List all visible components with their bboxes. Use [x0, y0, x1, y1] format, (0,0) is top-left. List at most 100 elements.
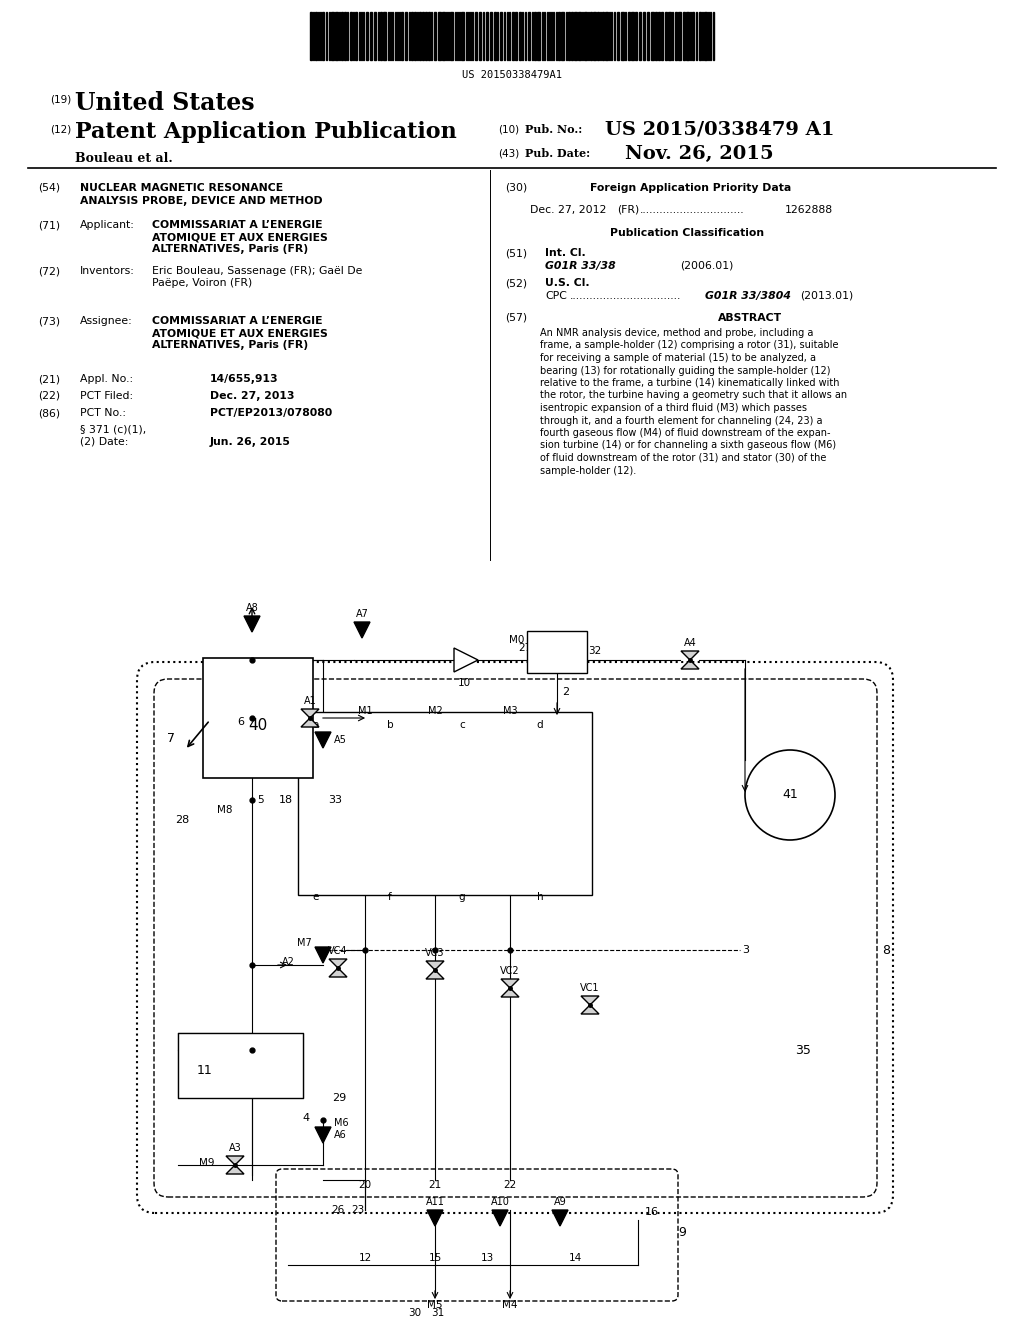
Text: (52): (52): [505, 279, 527, 288]
Text: 16: 16: [645, 1206, 659, 1217]
Bar: [584, 12, 587, 59]
Text: 10: 10: [458, 678, 471, 688]
Text: the rotor, the turbine having a geometry such that it allows an: the rotor, the turbine having a geometry…: [540, 391, 847, 400]
Bar: [494, 12, 496, 59]
Text: 8: 8: [882, 944, 890, 957]
Text: 41: 41: [782, 788, 798, 801]
Polygon shape: [315, 1127, 331, 1143]
Text: Dec. 27, 2013: Dec. 27, 2013: [210, 391, 295, 401]
Bar: [665, 12, 667, 59]
Text: fourth gaseous flow (M4) of fluid downstream of the expan-: fourth gaseous flow (M4) of fluid downst…: [540, 428, 830, 438]
Bar: [428, 12, 430, 59]
Text: Jun. 26, 2015: Jun. 26, 2015: [210, 437, 291, 447]
Text: Nov. 26, 2015: Nov. 26, 2015: [625, 145, 773, 162]
Polygon shape: [427, 1210, 443, 1226]
Text: VC4: VC4: [329, 946, 348, 956]
Bar: [571, 12, 573, 59]
Text: ...............................: ...............................: [640, 205, 744, 215]
Bar: [438, 12, 441, 59]
Bar: [534, 12, 536, 59]
Text: ATOMIQUE ET AUX ENERGIES: ATOMIQUE ET AUX ENERGIES: [152, 327, 328, 338]
Text: of fluid downstream of the rotor (31) and stator (30) of the: of fluid downstream of the rotor (31) an…: [540, 453, 826, 463]
Bar: [331, 12, 334, 59]
Bar: [658, 12, 660, 59]
Bar: [597, 12, 599, 59]
Circle shape: [745, 750, 835, 840]
Polygon shape: [301, 709, 319, 727]
Text: Assignee:: Assignee:: [80, 315, 133, 326]
Text: A6: A6: [334, 1130, 347, 1140]
Text: frame, a sample-holder (12) comprising a rotor (31), suitable: frame, a sample-holder (12) comprising a…: [540, 341, 839, 351]
Bar: [574, 12, 577, 59]
Bar: [475, 12, 477, 59]
Bar: [705, 12, 707, 59]
Bar: [380, 12, 382, 59]
Text: G01R 33/3804: G01R 33/3804: [705, 290, 791, 301]
Text: h: h: [537, 892, 544, 902]
Bar: [425, 12, 427, 59]
Text: sample-holder (12).: sample-holder (12).: [540, 466, 636, 475]
Text: US 20150338479A1: US 20150338479A1: [462, 70, 562, 81]
Bar: [699, 12, 701, 59]
Bar: [344, 12, 346, 59]
Polygon shape: [226, 1156, 244, 1173]
Text: bearing (13) for rotationally guiding the sample-holder (12): bearing (13) for rotationally guiding th…: [540, 366, 830, 375]
Bar: [479, 12, 481, 59]
Bar: [655, 12, 657, 59]
Text: (71): (71): [38, 220, 60, 230]
Text: a: a: [312, 719, 319, 730]
Bar: [561, 12, 564, 59]
Bar: [450, 12, 453, 59]
Text: 5: 5: [257, 1045, 263, 1055]
Text: A11: A11: [426, 1197, 444, 1206]
Bar: [422, 12, 424, 59]
Bar: [374, 12, 376, 59]
Text: .................................: .................................: [570, 290, 681, 301]
Bar: [490, 12, 492, 59]
Bar: [335, 12, 338, 59]
Text: Inventors:: Inventors:: [80, 267, 135, 276]
Text: 18: 18: [279, 795, 293, 805]
Text: Pub. No.:: Pub. No.:: [525, 124, 583, 135]
Bar: [178, 1034, 303, 1098]
Text: (51): (51): [505, 248, 527, 257]
Text: Dec. 27, 2012: Dec. 27, 2012: [530, 205, 606, 215]
Text: relative to the frame, a turbine (14) kinematically linked with: relative to the frame, a turbine (14) ki…: [540, 378, 840, 388]
Text: CPC: CPC: [545, 290, 567, 301]
Bar: [486, 12, 488, 59]
Polygon shape: [681, 651, 699, 669]
Text: A9: A9: [554, 1197, 566, 1206]
Bar: [515, 12, 517, 59]
Text: 12: 12: [358, 1253, 372, 1263]
Bar: [355, 12, 357, 59]
Text: A3: A3: [228, 1143, 242, 1152]
Text: 17: 17: [538, 651, 551, 661]
Polygon shape: [552, 1210, 568, 1226]
Text: (10): (10): [498, 124, 519, 135]
Bar: [683, 12, 685, 59]
Text: U.S. Cl.: U.S. Cl.: [545, 279, 590, 288]
Text: isentropic expansion of a third fluid (M3) which passes: isentropic expansion of a third fluid (M…: [540, 403, 807, 413]
Text: (72): (72): [38, 267, 60, 276]
Bar: [512, 12, 514, 59]
Text: M0: M0: [509, 635, 524, 645]
Polygon shape: [244, 616, 260, 632]
Text: Bouleau et al.: Bouleau et al.: [75, 152, 173, 165]
Text: (86): (86): [38, 408, 60, 418]
Bar: [686, 12, 689, 59]
Text: A7: A7: [355, 609, 369, 619]
Text: 21: 21: [428, 1180, 441, 1191]
Text: sion turbine (14) or for channeling a sixth gaseous flow (M6): sion turbine (14) or for channeling a si…: [540, 441, 837, 450]
Bar: [651, 12, 654, 59]
Bar: [662, 12, 663, 59]
Bar: [628, 12, 630, 59]
Bar: [411, 12, 413, 59]
Bar: [401, 12, 403, 59]
Bar: [366, 12, 368, 59]
Text: Paëpe, Voiron (FR): Paëpe, Voiron (FR): [152, 279, 252, 288]
Text: (2006.01): (2006.01): [680, 261, 733, 271]
Bar: [678, 12, 681, 59]
Text: COMMISSARIAT A L’ENERGIE: COMMISSARIAT A L’ENERGIE: [152, 220, 323, 230]
Bar: [370, 12, 372, 59]
Bar: [631, 12, 634, 59]
